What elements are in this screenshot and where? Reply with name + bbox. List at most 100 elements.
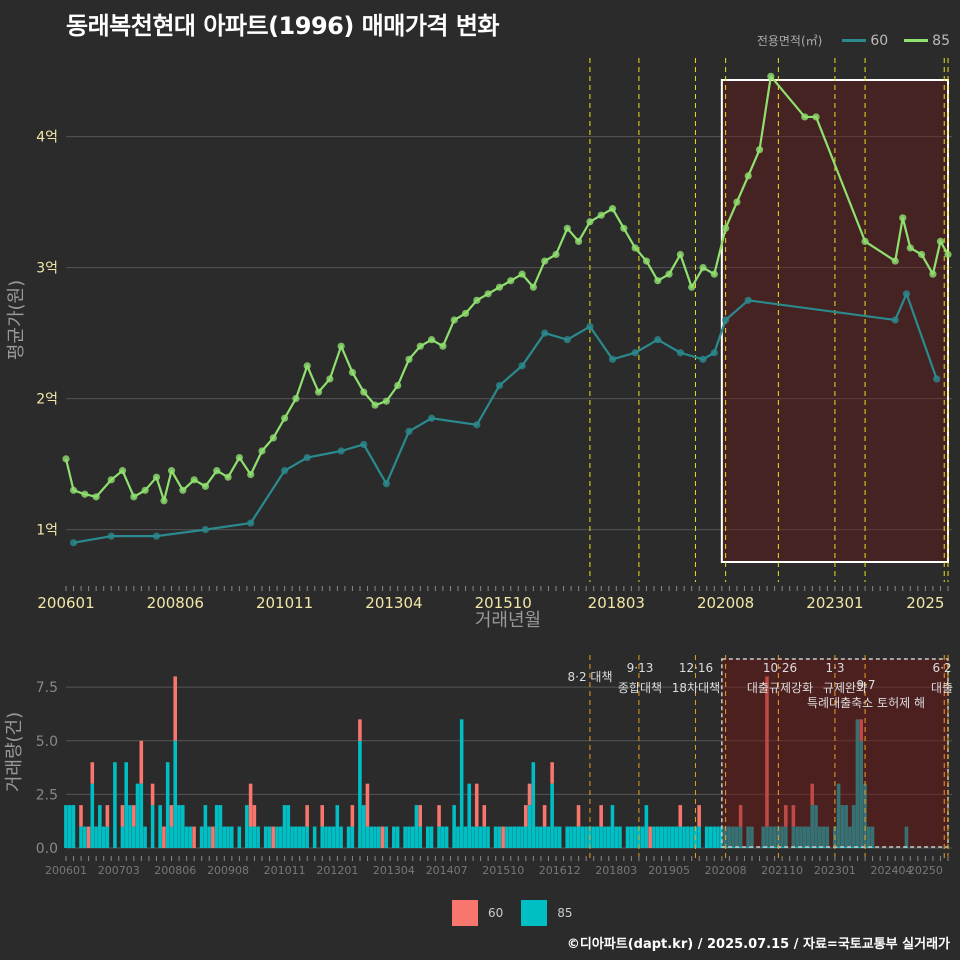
volume-bar-60: [678, 805, 683, 827]
legend-bottom-item-85: 85: [521, 900, 573, 926]
volume-bar-85: [373, 826, 377, 848]
series-point-60: [382, 480, 390, 488]
series-point-60: [563, 336, 571, 344]
volume-bar-60: [169, 805, 174, 827]
volume-bar-85: [275, 826, 279, 848]
volume-bar-60: [350, 805, 355, 827]
volume-bar-85: [124, 762, 128, 848]
volume-bar-85: [229, 826, 234, 848]
volume-bar-85: [584, 826, 588, 848]
volume-bar-85: [746, 826, 750, 848]
volume-xtick-label: 201201: [316, 864, 358, 877]
volume-bar-85: [572, 826, 577, 848]
series-point-85: [371, 401, 379, 409]
volume-ytick-label: 5.0: [36, 734, 58, 750]
series-point-85: [179, 486, 187, 494]
series-point-85: [160, 497, 168, 505]
volume-bar-85: [482, 826, 487, 848]
volume-bar-85: [523, 826, 528, 848]
price-ytick-label: 1억: [36, 523, 58, 539]
series-point-85: [69, 486, 78, 494]
series-point-60: [744, 296, 752, 304]
legend-title: 전용면적(㎡): [756, 34, 823, 48]
series-point-85: [348, 368, 357, 376]
policy-annotation: 6·2: [932, 661, 951, 675]
volume-bar-85: [90, 783, 95, 848]
volume-bar-85: [625, 826, 630, 848]
series-point-85: [631, 244, 639, 252]
series-point-60: [473, 421, 481, 429]
price-xtick-label: 202301: [806, 594, 863, 612]
volume-bar-85: [346, 826, 351, 848]
volume-bar-85: [486, 826, 490, 848]
policy-annotation: 대출: [931, 681, 953, 695]
volume-bar-85: [369, 826, 373, 848]
volume-bar-60: [501, 826, 505, 848]
series-point-60: [201, 526, 210, 534]
volume-bar-85: [94, 826, 98, 848]
volume-bar-85: [863, 783, 867, 848]
series-point-60: [107, 532, 115, 540]
volume-bar-85: [184, 826, 189, 848]
price-xtick-label: 200806: [147, 594, 204, 612]
series-point-85: [314, 388, 323, 396]
series-point-60: [303, 453, 311, 462]
series-point-85: [586, 218, 594, 226]
volume-bar-85: [361, 805, 366, 848]
series-point-85: [722, 224, 730, 232]
volume-bar-85: [410, 826, 415, 848]
policy-annotation: 종합대책: [618, 680, 662, 695]
volume-bar-60: [791, 805, 796, 827]
series-point-85: [394, 381, 402, 390]
volume-bar-85: [384, 826, 389, 848]
volume-bar-85: [358, 740, 362, 848]
volume-bar-85: [267, 826, 272, 848]
series-point-85: [450, 316, 458, 324]
series-point-85: [190, 476, 198, 484]
series-point-85: [213, 467, 221, 475]
series-point-60: [152, 532, 161, 540]
chart-title: 동래복천현대 아파트(1996) 매매가격 변화: [66, 12, 500, 40]
volume-bar-85: [245, 805, 249, 848]
volume-bar-85: [870, 826, 875, 848]
volume-yaxis-title: 거래량(건): [4, 712, 25, 792]
volume-bar-60: [523, 805, 528, 827]
volume-bar-85: [113, 762, 117, 848]
volume-bar-60: [542, 805, 547, 827]
series-point-60: [518, 362, 526, 370]
volume-bar-85: [478, 826, 483, 848]
volume-xtick-label: 201407: [426, 864, 468, 877]
policy-annotation: 10·26: [763, 661, 797, 675]
volume-xtick-label: 200601: [45, 864, 87, 877]
volume-xtick-label: 202404: [870, 864, 912, 877]
price-yaxis-title: 평균가(원): [6, 280, 27, 360]
series-point-85: [292, 395, 300, 403]
series-point-85: [81, 490, 89, 498]
series-point-85: [755, 146, 764, 154]
policy-annotation: 9·13: [627, 661, 654, 675]
volume-bar-60: [86, 826, 91, 848]
series-point-60: [586, 322, 594, 331]
legend-item-85: 85: [900, 33, 950, 49]
volume-bar-85: [644, 805, 649, 848]
volume-bar-85: [188, 826, 193, 848]
volume-bar-85: [497, 826, 502, 848]
volume-bar-85: [414, 805, 419, 848]
volume-bar-85: [814, 805, 818, 848]
price-xtick-label: 201011: [256, 594, 313, 612]
volume-bar-85: [599, 826, 603, 848]
series-point-85: [507, 277, 515, 285]
volume-bar-85: [542, 826, 547, 848]
policy-annotation: 18차대책: [672, 680, 720, 695]
volume-bar-85: [576, 826, 581, 848]
price-ytick-label: 2억: [36, 392, 58, 408]
volume-bar-85: [610, 805, 615, 848]
legend-bottom-swatch-60: [452, 900, 478, 926]
series-point-85: [360, 388, 368, 396]
series-point-85: [62, 455, 70, 463]
volume-bar-60: [765, 676, 769, 827]
volume-bar-85: [569, 826, 573, 848]
volume-bar-85: [527, 805, 532, 848]
price-xtick-label: 202008: [697, 594, 754, 612]
series-point-60: [495, 381, 504, 390]
